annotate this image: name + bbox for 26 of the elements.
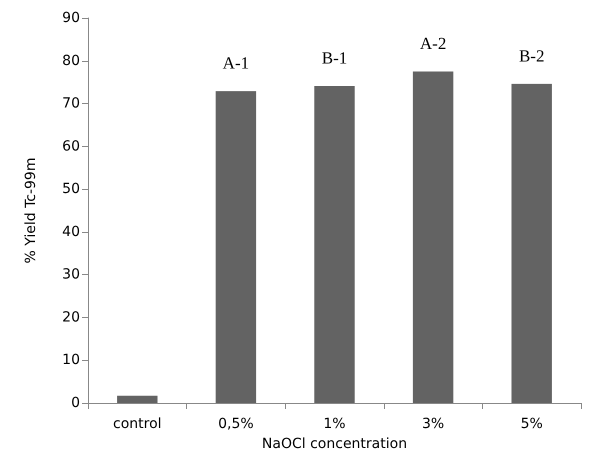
bar (511, 84, 552, 403)
bar (216, 91, 256, 403)
x-tick-label: control (113, 416, 162, 432)
y-tick-label: 50 (62, 181, 80, 198)
x-tick-label: 3% (422, 416, 444, 432)
annotation: B-1 (322, 48, 348, 68)
bar (117, 396, 158, 403)
y-tick-label: 70 (62, 96, 80, 112)
y-tick-label: 60 (62, 138, 80, 154)
y-axis-title: % Yield Tc-99m (23, 158, 39, 264)
bar (314, 86, 355, 403)
y-tick-label: 0 (71, 395, 80, 411)
bar (412, 71, 454, 403)
y-tick-label: 10 (62, 352, 80, 368)
x-tick-label: 0,5% (218, 416, 254, 432)
annotation: A-2 (420, 34, 446, 53)
annotation: B-2 (518, 46, 544, 66)
x-tick-label: 5% (520, 416, 543, 432)
x-tick-label: 1% (323, 416, 346, 432)
x-axis-title: NaOCl concentration (262, 436, 408, 452)
y-tick-label: 80 (62, 52, 80, 69)
y-tick-label: 30 (62, 266, 80, 283)
y-tick-label: 40 (62, 224, 80, 240)
y-tick-label: 20 (62, 309, 80, 326)
annotation: A-1 (222, 54, 250, 73)
y-tick-label: 90 (62, 10, 80, 26)
